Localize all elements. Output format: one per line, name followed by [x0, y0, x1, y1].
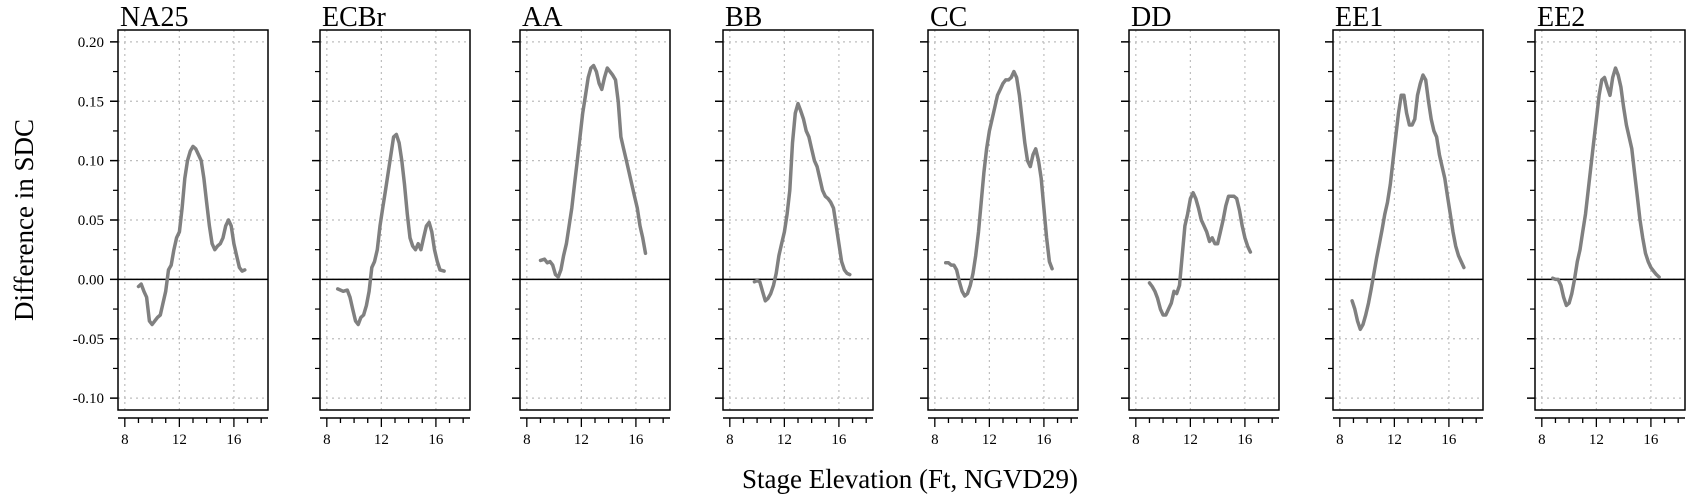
x-tick-label: 12: [777, 432, 792, 448]
panel-title: CC: [930, 2, 967, 33]
x-tick-label: 12: [982, 432, 997, 448]
series-line: [943, 69, 1054, 298]
x-tick-label: 16: [1643, 432, 1659, 448]
series-line: [335, 132, 446, 327]
panel-title: DD: [1131, 2, 1171, 33]
series-line: [1550, 66, 1661, 308]
panel-title: BB: [725, 2, 762, 33]
panel-title: ECBr: [322, 2, 386, 33]
x-tick-label: 8: [1538, 432, 1546, 448]
x-tick-label: 12: [374, 432, 389, 448]
panel-ecbr: ECBr 8 12 16: [312, 2, 471, 448]
y-tick-label: 0.15: [78, 94, 104, 110]
panel-bb: BB 8 12 16: [715, 2, 874, 448]
x-tick-label: 16: [1036, 432, 1052, 448]
panel-cc: CC 8 12 16: [920, 2, 1079, 448]
x-tick-label: 8: [726, 432, 734, 448]
x-tick-label: 8: [1132, 432, 1140, 448]
x-tick-label: 16: [428, 432, 444, 448]
x-tick-label: 16: [628, 432, 644, 448]
y-axis-title: Difference in SDC: [9, 119, 39, 321]
x-tick-label: 8: [931, 432, 939, 448]
panel-dd: DD 8 12 16: [1121, 2, 1280, 448]
y-tick-label: 0.00: [78, 272, 104, 288]
x-tick-label: 12: [574, 432, 589, 448]
x-axis-title: Stage Elevation (Ft, NGVD29): [742, 464, 1078, 494]
y-tick-label: 0.05: [78, 213, 104, 229]
panel-title: AA: [522, 2, 563, 33]
x-tick-label: 12: [1387, 432, 1402, 448]
y-tick-label: 0.10: [78, 154, 104, 170]
panel-title: EE2: [1537, 2, 1585, 33]
x-tick-label: 16: [1237, 432, 1253, 448]
x-tick-label: 12: [1183, 432, 1198, 448]
y-tick-label: 0.20: [78, 35, 104, 51]
series-line: [1350, 73, 1466, 332]
x-tick-label: 8: [323, 432, 331, 448]
series-line: [136, 144, 247, 327]
panel-ee2: EE2 8 12 16: [1527, 2, 1686, 448]
x-tick-label: 8: [523, 432, 531, 448]
panel-aa: AA 8 12 16: [512, 2, 671, 448]
x-tick-label: 8: [121, 432, 129, 448]
panel-na25: NA25 -0.10 -0.05 0.00 0.05 0.10 0.15 0.20 8 12 16: [73, 2, 269, 448]
y-tick-label: -0.05: [73, 332, 104, 348]
chart-panels: NA25-0.10-0.050.000.050.100.150.208 12 16E…: [73, 2, 1686, 448]
x-tick-label: 16: [226, 432, 242, 448]
panel-title: EE1: [1335, 2, 1383, 33]
series-line: [1147, 190, 1253, 317]
series-line: [752, 101, 852, 303]
x-tick-label: 8: [1336, 432, 1344, 448]
y-tick-label: -0.10: [73, 391, 104, 407]
series-line: [538, 63, 648, 279]
panel-ee1: EE1 8 12 16: [1325, 2, 1484, 448]
x-tick-label: 12: [1589, 432, 1604, 448]
x-tick-label: 16: [1441, 432, 1457, 448]
x-tick-label: 12: [172, 432, 187, 448]
panel-title: NA25: [120, 2, 188, 33]
x-tick-label: 16: [831, 432, 847, 448]
